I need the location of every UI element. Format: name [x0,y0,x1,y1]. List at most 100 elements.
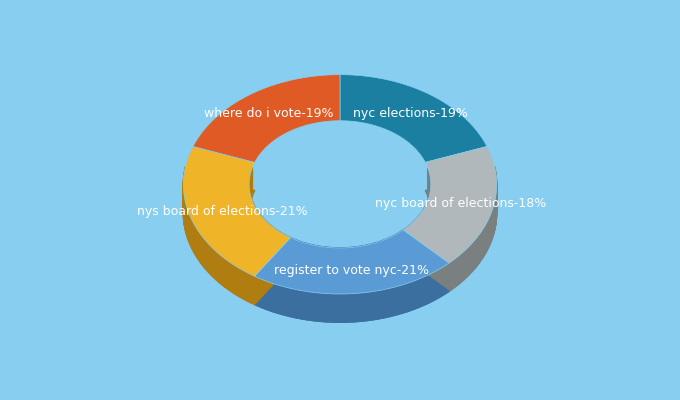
Polygon shape [197,229,199,260]
Polygon shape [392,236,394,265]
Polygon shape [193,75,340,162]
Polygon shape [282,234,284,263]
Polygon shape [186,206,187,237]
Polygon shape [265,221,267,250]
Polygon shape [331,294,336,322]
Polygon shape [184,146,290,276]
Polygon shape [318,293,323,322]
Polygon shape [262,218,264,248]
Polygon shape [184,175,290,304]
Polygon shape [383,289,387,318]
Polygon shape [422,276,426,306]
Polygon shape [207,242,209,273]
Polygon shape [471,243,472,274]
Polygon shape [256,208,257,238]
Polygon shape [335,248,337,276]
Polygon shape [372,243,374,272]
Text: register to vote nyc-21%: register to vote nyc-21% [275,264,429,277]
Polygon shape [398,232,400,262]
Polygon shape [349,294,353,322]
Polygon shape [443,265,446,295]
Polygon shape [425,205,426,234]
Polygon shape [259,213,260,243]
Polygon shape [199,232,201,262]
Polygon shape [352,247,355,276]
Polygon shape [405,228,406,257]
Polygon shape [411,223,412,253]
Polygon shape [270,225,271,254]
Polygon shape [459,254,462,284]
Polygon shape [285,287,289,316]
Polygon shape [490,212,492,243]
Polygon shape [466,248,468,278]
Polygon shape [264,219,265,249]
Polygon shape [297,290,302,319]
Text: nyc elections-19%: nyc elections-19% [354,107,469,120]
Polygon shape [234,265,237,295]
Polygon shape [403,146,496,263]
Polygon shape [209,244,211,275]
Polygon shape [366,292,370,321]
Polygon shape [362,246,364,274]
Polygon shape [220,254,222,285]
Polygon shape [343,248,345,276]
Polygon shape [350,247,352,276]
Polygon shape [423,209,424,239]
Polygon shape [190,218,192,248]
Polygon shape [383,240,386,268]
Polygon shape [413,221,414,250]
Polygon shape [290,238,292,267]
Polygon shape [225,259,228,289]
Polygon shape [468,245,471,276]
Polygon shape [277,230,279,260]
Polygon shape [273,228,275,257]
Polygon shape [325,247,328,276]
Polygon shape [395,286,398,315]
Polygon shape [396,234,398,263]
Polygon shape [411,281,414,310]
Polygon shape [258,212,259,242]
Polygon shape [362,292,366,321]
Polygon shape [308,244,311,273]
Polygon shape [353,293,357,322]
Polygon shape [340,248,343,276]
Polygon shape [269,282,273,312]
Polygon shape [284,235,286,264]
Polygon shape [254,230,449,294]
Polygon shape [417,217,418,247]
Polygon shape [388,238,390,267]
Polygon shape [294,240,297,268]
Polygon shape [370,291,374,320]
Polygon shape [381,240,383,269]
Polygon shape [387,288,391,317]
Polygon shape [418,278,422,308]
Polygon shape [479,232,481,262]
Polygon shape [481,230,483,260]
Polygon shape [345,248,347,276]
Polygon shape [337,248,340,276]
Polygon shape [217,252,220,282]
Polygon shape [258,278,262,308]
Polygon shape [313,245,316,274]
Polygon shape [379,241,381,270]
Polygon shape [364,245,367,274]
Polygon shape [301,242,303,271]
Polygon shape [483,227,484,258]
Polygon shape [194,223,195,254]
Polygon shape [253,202,254,232]
Polygon shape [248,273,251,303]
Polygon shape [228,261,231,291]
Polygon shape [340,75,487,162]
Polygon shape [261,216,262,246]
Polygon shape [420,213,421,243]
Polygon shape [222,256,225,287]
Polygon shape [269,224,270,253]
Polygon shape [374,291,378,320]
Polygon shape [254,205,255,235]
Polygon shape [299,241,301,270]
Polygon shape [323,293,327,322]
Polygon shape [386,238,388,268]
Polygon shape [414,279,418,309]
Polygon shape [454,258,457,288]
Polygon shape [400,231,401,260]
